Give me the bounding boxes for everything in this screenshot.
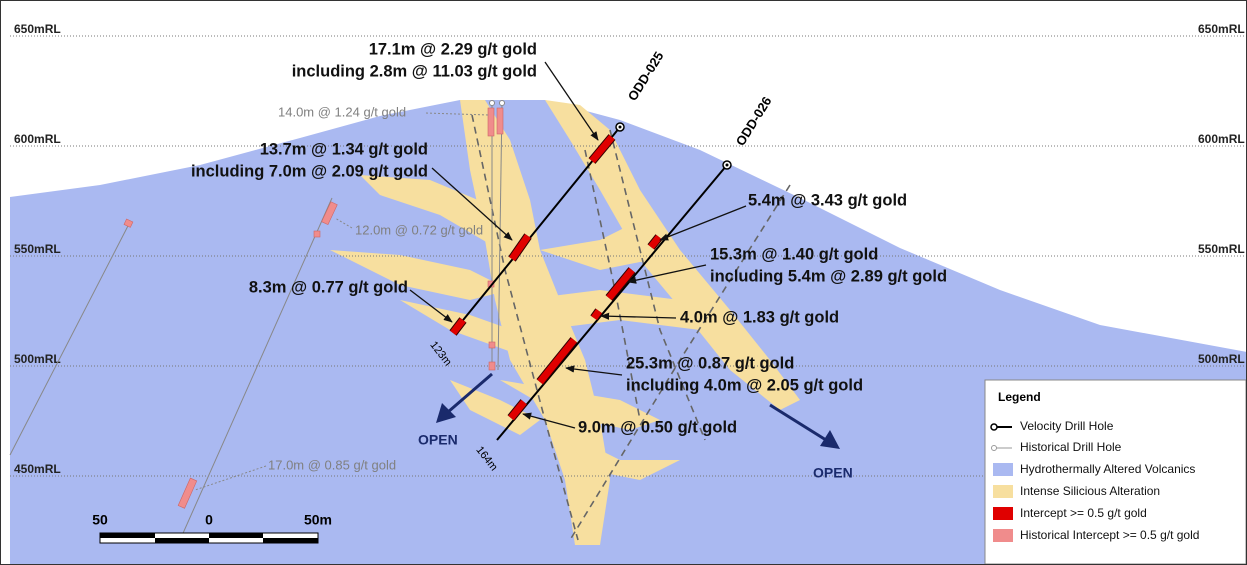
rl-label: 500mRL (1198, 352, 1245, 366)
legend-item: Hydrothermally Altered Volcanics (1020, 462, 1195, 476)
intercept-label: 17.1m @ 2.29 g/t gold (369, 40, 537, 58)
rl-label: 600mRL (14, 132, 61, 146)
historical-label: 14.0m @ 1.24 g/t gold (278, 104, 406, 119)
legend-item: Intercept >= 0.5 g/t gold (1020, 506, 1147, 520)
legend: Legend Velocity Drill Hole Historical Dr… (984, 379, 1247, 565)
scale-label: 50m (304, 512, 332, 528)
drill-holes (449, 122, 732, 441)
intercept-label: including 7.0m @ 2.09 g/t gold (191, 162, 428, 180)
rl-label: 550mRL (14, 242, 61, 256)
intercept-label: 8.3m @ 0.77 g/t gold (249, 278, 408, 296)
intercept-label: 5.4m @ 3.43 g/t gold (748, 191, 907, 209)
legend-title: Legend (998, 390, 1041, 404)
rl-label: 450mRL (14, 462, 61, 476)
open-label: OPEN (813, 465, 853, 481)
intercept-label: 4.0m @ 1.83 g/t gold (680, 308, 839, 326)
intercept-label: 9.0m @ 0.50 g/t gold (578, 418, 737, 436)
scale-label: 50 (92, 512, 108, 528)
rl-label: 600mRL (1198, 132, 1245, 146)
intercept-label: 13.7m @ 1.34 g/t gold (260, 140, 428, 158)
rl-grid (10, 35, 1247, 477)
rl-label: 550mRL (1198, 242, 1245, 256)
rl-label: 500mRL (14, 352, 61, 366)
intercept-labels: 17.1m @ 2.29 g/t gold including 2.8m @ 1… (191, 40, 947, 472)
intercept-label: 25.3m @ 0.87 g/t gold (626, 354, 794, 372)
scale-bar: 50 0 50m (92, 512, 332, 544)
intercept-label: 15.3m @ 1.40 g/t gold (710, 245, 878, 263)
leaders (194, 61, 747, 491)
legend-item: Historical Drill Hole (1020, 440, 1122, 454)
legend-item: Intense Silicious Alteration (1020, 484, 1160, 498)
historical-intercepts (123, 100, 505, 509)
open-label: OPEN (418, 432, 458, 448)
rl-label: 650mRL (1198, 22, 1245, 36)
legend-item: Velocity Drill Hole (1020, 419, 1114, 433)
intercept-label: including 5.4m @ 2.89 g/t gold (710, 267, 947, 285)
open-arrows: OPEN OPEN (418, 372, 853, 481)
historical-label: 12.0m @ 0.72 g/t gold (355, 222, 483, 237)
volcanics (10, 100, 1247, 565)
intercept-label: including 2.8m @ 11.03 g/t gold (292, 62, 537, 80)
scale-label: 0 (205, 512, 213, 528)
legend-item: Historical Intercept >= 0.5 g/t gold (1020, 528, 1199, 542)
intercept-label: including 4.0m @ 2.05 g/t gold (626, 376, 863, 394)
alteration (330, 100, 800, 545)
rl-labels: 650mRL 600mRL 550mRL 500mRL 450mRL 650mR… (14, 22, 1245, 476)
rl-label: 650mRL (14, 22, 61, 36)
faults (471, 114, 791, 541)
historical-holes (9, 102, 503, 541)
historical-label: 17.0m @ 0.85 g/t gold (268, 457, 396, 472)
